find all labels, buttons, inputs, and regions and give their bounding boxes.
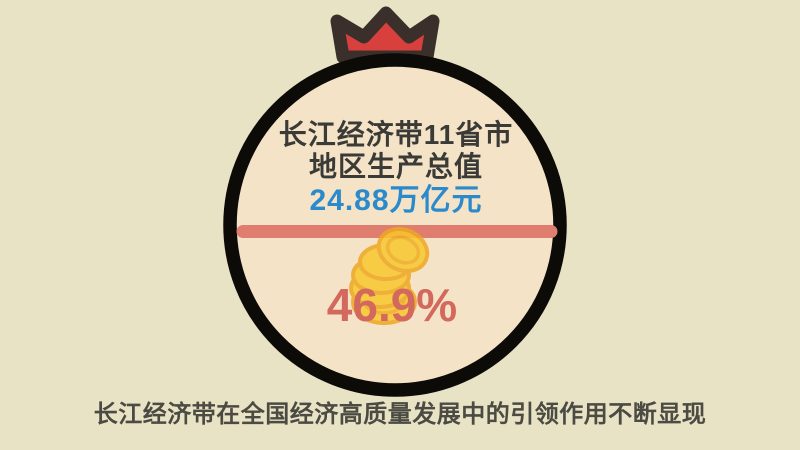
gdp-value: 24.88万亿元 <box>309 184 483 217</box>
bag-title: 长江经济带11省市 地区生产总值 <box>96 119 696 183</box>
national-share-percentage: 46.9% <box>326 279 458 331</box>
caption-text: 长江经济带在全国经济高质量发展中的引领作用不断显现 <box>93 401 707 428</box>
coin-stack-icon <box>349 227 430 325</box>
coin-ring <box>385 235 421 265</box>
bag-title-line2: 地区生产总值 <box>308 151 483 182</box>
bag-title-line1: 长江经济带11省市 <box>278 119 514 150</box>
top-coin <box>376 227 430 273</box>
bag-knot-icon <box>330 6 440 64</box>
